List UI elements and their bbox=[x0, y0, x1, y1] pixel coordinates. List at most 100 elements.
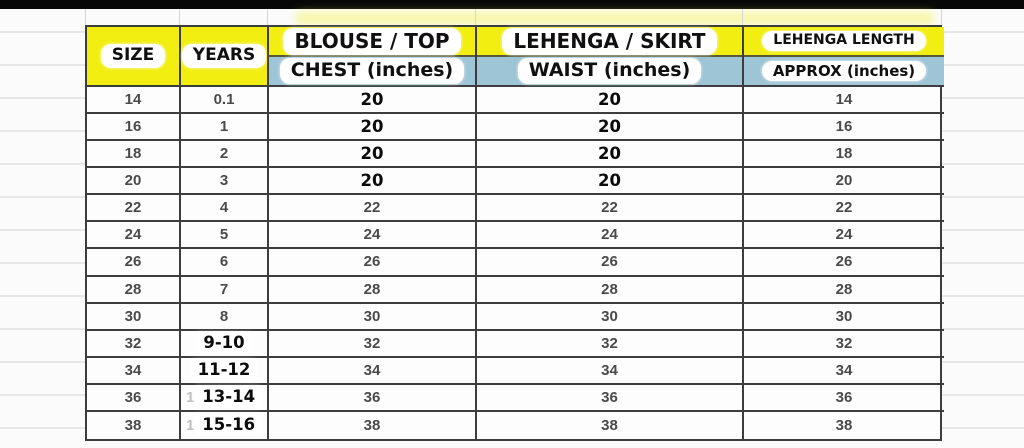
cell-value: 20 bbox=[598, 90, 621, 110]
gridline-stubs bbox=[0, 9, 1024, 25]
cell-value: 26 bbox=[124, 253, 142, 271]
cell-value: 22 bbox=[363, 199, 381, 217]
cell-value: 3 bbox=[219, 172, 229, 190]
cell-length: 22 bbox=[744, 195, 944, 223]
cell-length: 26 bbox=[744, 249, 944, 277]
cell-value: 20 bbox=[598, 171, 621, 191]
cell-size: 22 bbox=[87, 195, 181, 223]
cell-value: 11-12 bbox=[190, 360, 258, 381]
cell-years: 3 bbox=[181, 168, 269, 196]
cell-years: 11-12 bbox=[181, 357, 269, 385]
cell-length: 18 bbox=[744, 141, 944, 169]
cell-years: 1 bbox=[181, 114, 269, 142]
cell-chest: 20 bbox=[269, 141, 477, 169]
cell-value: 4 bbox=[219, 199, 229, 217]
cell-size: 24 bbox=[87, 222, 181, 250]
cell-value: 20 bbox=[360, 144, 384, 164]
cell-size: 36 bbox=[87, 384, 181, 412]
cell-value: 16 bbox=[835, 118, 853, 136]
cell-value: 28 bbox=[363, 280, 381, 298]
cell-chest: 20 bbox=[269, 87, 477, 115]
cell-years: 4 bbox=[181, 195, 269, 223]
cell-value: 36 bbox=[124, 388, 142, 406]
cell-waist: 20 bbox=[477, 87, 744, 115]
header-waist-bottom: WAIST (inches) bbox=[477, 57, 742, 85]
cell-chest: 36 bbox=[269, 384, 477, 412]
ghost-digit: 1 bbox=[185, 388, 195, 406]
cell-value: 38 bbox=[363, 416, 381, 434]
cell-years: 6 bbox=[181, 249, 269, 277]
cell-size: 28 bbox=[87, 276, 181, 304]
cell-length: 30 bbox=[744, 304, 944, 331]
cell-value: 24 bbox=[601, 226, 618, 244]
cell-years: 1 13-14 bbox=[181, 384, 269, 412]
cell-chest: 22 bbox=[269, 195, 477, 223]
header-length-line2: APPROX (inches) bbox=[761, 60, 927, 82]
cell-value: 32 bbox=[835, 334, 853, 352]
cell-length: 16 bbox=[744, 114, 944, 142]
cell-value: 34 bbox=[835, 361, 853, 379]
cell-value: 38 bbox=[124, 416, 142, 434]
cell-value: 20 bbox=[598, 117, 621, 137]
cell-value: 30 bbox=[363, 307, 381, 325]
cell-waist: 38 bbox=[477, 411, 744, 439]
cell-length: 34 bbox=[744, 358, 944, 385]
ghost-digit: 1 bbox=[185, 416, 195, 434]
cell-value: 26 bbox=[363, 253, 381, 271]
cell-value: 9-10 bbox=[196, 333, 252, 354]
cell-value: 32 bbox=[601, 334, 618, 352]
cell-value: 38 bbox=[601, 416, 618, 434]
header-chest-bottom: CHEST (inches) bbox=[269, 57, 475, 85]
cell-chest: 20 bbox=[269, 114, 477, 142]
cell-value: 20 bbox=[124, 172, 142, 190]
cell-waist: 20 bbox=[477, 114, 744, 142]
cell-value: 24 bbox=[835, 226, 853, 244]
header-length-top: LEHENGA LENGTH bbox=[744, 27, 944, 57]
cell-length: 20 bbox=[744, 168, 944, 196]
cell-value: 20 bbox=[835, 172, 853, 190]
cell-value: 30 bbox=[835, 307, 853, 325]
cell-value: 28 bbox=[601, 280, 618, 298]
cell-value: 20 bbox=[360, 171, 384, 191]
cell-chest: 28 bbox=[269, 276, 477, 304]
cell-chest: 32 bbox=[269, 330, 477, 358]
size-chart-table: SIZE YEARS BLOUSE / TOP CHEST (inches) L… bbox=[85, 25, 944, 441]
cell-value: 6 bbox=[219, 253, 229, 271]
header-waist: LEHENGA / SKIRT WAIST (inches) bbox=[477, 27, 744, 87]
cell-value: 2 bbox=[219, 145, 229, 163]
header-length: LEHENGA LENGTH APPROX (inches) bbox=[744, 27, 944, 87]
cell-value: 5 bbox=[219, 226, 229, 244]
cell-value: 13-14 bbox=[195, 387, 263, 408]
cell-size: 14 bbox=[87, 87, 181, 115]
cell-value: 30 bbox=[601, 307, 618, 325]
cell-length: 28 bbox=[744, 277, 944, 304]
cell-years: 0.1 bbox=[181, 87, 269, 115]
header-length-bottom: APPROX (inches) bbox=[744, 57, 944, 85]
cell-value: 1 bbox=[219, 118, 229, 136]
header-waist-line1: LEHENGA / SKIRT bbox=[502, 27, 717, 55]
cell-waist: 20 bbox=[477, 141, 744, 169]
cell-years: 9-10 bbox=[181, 330, 269, 358]
cell-chest: 26 bbox=[269, 249, 477, 277]
cell-length: 36 bbox=[744, 385, 944, 412]
cell-value: 22 bbox=[835, 199, 853, 217]
header-waist-line2: WAIST (inches) bbox=[517, 58, 702, 84]
cell-size: 32 bbox=[87, 330, 181, 358]
cell-years: 7 bbox=[181, 276, 269, 304]
cell-years: 1 15-16 bbox=[181, 411, 269, 439]
cell-waist: 22 bbox=[477, 195, 744, 223]
cell-value: 15-16 bbox=[195, 415, 263, 436]
cell-value: 8 bbox=[219, 307, 229, 325]
cell-value: 20 bbox=[360, 90, 384, 110]
cell-value: 14 bbox=[124, 91, 142, 109]
cell-value: 18 bbox=[124, 145, 142, 163]
cell-value: 24 bbox=[363, 226, 381, 244]
cell-value: 24 bbox=[124, 226, 142, 244]
cell-size: 16 bbox=[87, 114, 181, 142]
cell-value: 30 bbox=[124, 307, 142, 325]
cell-size: 18 bbox=[87, 141, 181, 169]
cell-value: 20 bbox=[598, 144, 621, 164]
cell-value: 32 bbox=[124, 334, 142, 352]
cell-value: 34 bbox=[124, 361, 142, 379]
